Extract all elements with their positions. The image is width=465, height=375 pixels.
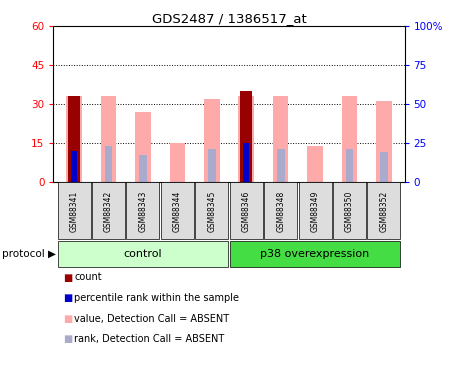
Bar bbox=[204, 99, 219, 182]
FancyBboxPatch shape bbox=[333, 183, 366, 239]
FancyBboxPatch shape bbox=[161, 183, 194, 239]
Text: GSM88342: GSM88342 bbox=[104, 190, 113, 231]
FancyBboxPatch shape bbox=[58, 183, 91, 239]
Text: value, Detection Call = ABSENT: value, Detection Call = ABSENT bbox=[74, 314, 230, 324]
Bar bbox=[170, 143, 185, 182]
Bar bbox=[105, 146, 113, 182]
Bar bbox=[68, 96, 80, 182]
Text: GSM88349: GSM88349 bbox=[311, 190, 319, 232]
Bar bbox=[66, 96, 82, 182]
Text: control: control bbox=[124, 249, 162, 259]
Text: percentile rank within the sample: percentile rank within the sample bbox=[74, 293, 239, 303]
Bar bbox=[273, 96, 288, 182]
Bar bbox=[242, 143, 250, 182]
Text: GSM88350: GSM88350 bbox=[345, 190, 354, 232]
Text: GSM88346: GSM88346 bbox=[242, 190, 251, 232]
Text: GSM88341: GSM88341 bbox=[70, 190, 79, 231]
Text: count: count bbox=[74, 273, 102, 282]
Text: GSM88348: GSM88348 bbox=[276, 190, 285, 231]
Bar bbox=[342, 96, 357, 182]
Text: rank, Detection Call = ABSENT: rank, Detection Call = ABSENT bbox=[74, 334, 225, 344]
Bar bbox=[139, 155, 147, 182]
Text: ■: ■ bbox=[63, 314, 72, 324]
Bar bbox=[376, 102, 392, 182]
Text: GSM88352: GSM88352 bbox=[379, 190, 388, 231]
Text: ■: ■ bbox=[63, 273, 72, 282]
FancyBboxPatch shape bbox=[230, 183, 263, 239]
Text: ■: ■ bbox=[63, 334, 72, 344]
Bar bbox=[239, 96, 254, 182]
Text: ■: ■ bbox=[63, 293, 72, 303]
Text: GSM88344: GSM88344 bbox=[173, 190, 182, 232]
Bar bbox=[307, 146, 323, 182]
Text: p38 overexpression: p38 overexpression bbox=[260, 249, 370, 259]
Bar bbox=[101, 96, 116, 182]
Text: GSM88343: GSM88343 bbox=[139, 190, 147, 232]
Bar bbox=[135, 112, 151, 182]
FancyBboxPatch shape bbox=[92, 183, 125, 239]
Bar bbox=[380, 152, 388, 182]
Bar bbox=[208, 149, 216, 182]
Bar bbox=[71, 151, 77, 182]
FancyBboxPatch shape bbox=[230, 241, 400, 267]
Text: GSM88345: GSM88345 bbox=[207, 190, 216, 232]
FancyBboxPatch shape bbox=[367, 183, 400, 239]
Bar bbox=[345, 149, 353, 182]
Bar bbox=[243, 143, 249, 182]
FancyBboxPatch shape bbox=[264, 183, 297, 239]
FancyBboxPatch shape bbox=[126, 183, 159, 239]
FancyBboxPatch shape bbox=[195, 183, 228, 239]
FancyBboxPatch shape bbox=[58, 241, 228, 267]
Bar bbox=[240, 91, 252, 182]
FancyBboxPatch shape bbox=[299, 183, 332, 239]
Bar bbox=[70, 151, 78, 182]
Bar bbox=[277, 149, 285, 182]
Title: GDS2487 / 1386517_at: GDS2487 / 1386517_at bbox=[152, 12, 306, 25]
Text: protocol ▶: protocol ▶ bbox=[2, 249, 56, 259]
